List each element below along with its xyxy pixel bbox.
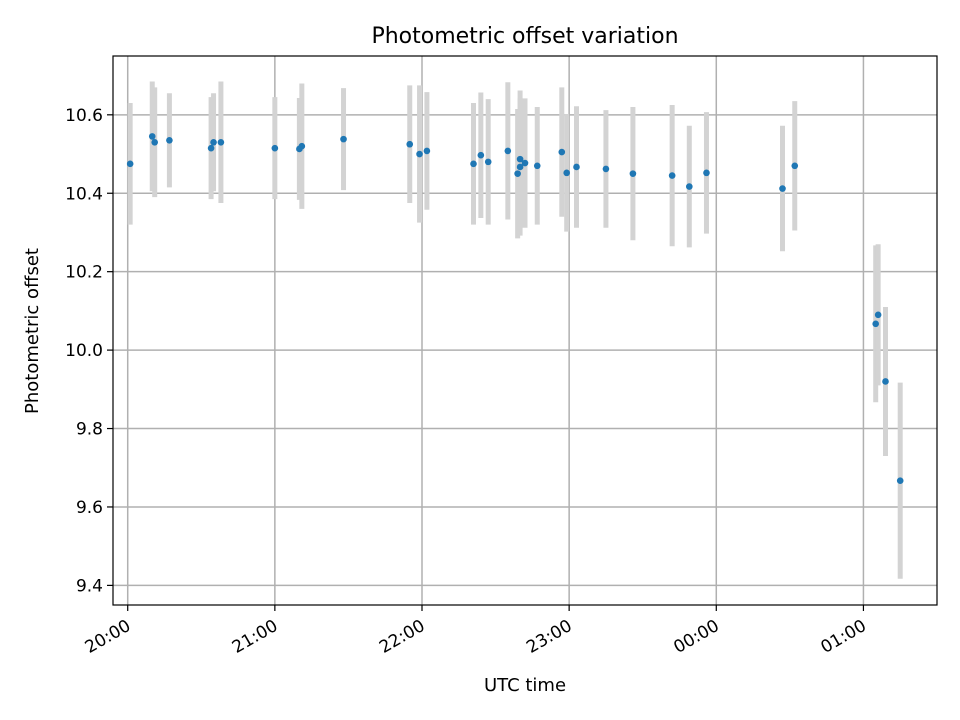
data-point	[872, 320, 879, 328]
data-point	[148, 133, 156, 140]
data-point	[406, 140, 414, 148]
data-point	[533, 162, 541, 170]
chart-title: Photometric offset variation	[371, 24, 678, 49]
data-point	[521, 159, 529, 167]
data-point	[516, 155, 524, 163]
y-tick-label: 9.4	[76, 576, 103, 596]
data-point	[516, 163, 524, 171]
data-point	[298, 142, 306, 150]
data-point	[423, 147, 431, 155]
data-point	[573, 163, 580, 171]
data-point	[340, 135, 347, 143]
data-point	[477, 151, 485, 159]
data-point	[779, 185, 786, 192]
data-point	[563, 169, 570, 177]
plot-frame	[112, 55, 938, 606]
data-point	[558, 148, 566, 156]
data-point	[602, 165, 610, 173]
data-point	[217, 138, 225, 146]
y-axis-ticks: 9.4 9.6 9.8 10.0 10.2 10.4 10.6	[65, 106, 113, 596]
data-point	[874, 311, 882, 319]
y-tick-label: 10.6	[65, 106, 103, 126]
y-tick-label: 9.8	[76, 420, 103, 440]
data-point	[484, 158, 492, 166]
data-point	[686, 183, 693, 190]
data-point	[416, 150, 423, 158]
data-point	[126, 160, 134, 168]
y-axis-label: Photometric offset	[22, 248, 43, 414]
y-tick-label: 10.2	[65, 263, 103, 283]
data-point	[882, 378, 889, 385]
data-point	[668, 172, 676, 179]
data-points	[126, 133, 904, 484]
y-tick-label: 9.6	[76, 498, 103, 518]
data-point	[271, 144, 279, 152]
data-point	[166, 137, 173, 144]
y-tick-label: 10.0	[65, 341, 103, 361]
data-point	[896, 477, 904, 484]
x-axis-label: UTC time	[484, 675, 566, 696]
data-point	[629, 170, 637, 177]
data-point	[504, 147, 512, 155]
data-point	[703, 169, 710, 177]
y-tick-label: 10.4	[65, 184, 103, 204]
data-point	[791, 162, 799, 170]
data-point	[210, 138, 217, 146]
data-point	[151, 138, 158, 146]
data-point	[470, 160, 477, 168]
data-point	[207, 144, 215, 152]
data-point	[514, 170, 521, 177]
